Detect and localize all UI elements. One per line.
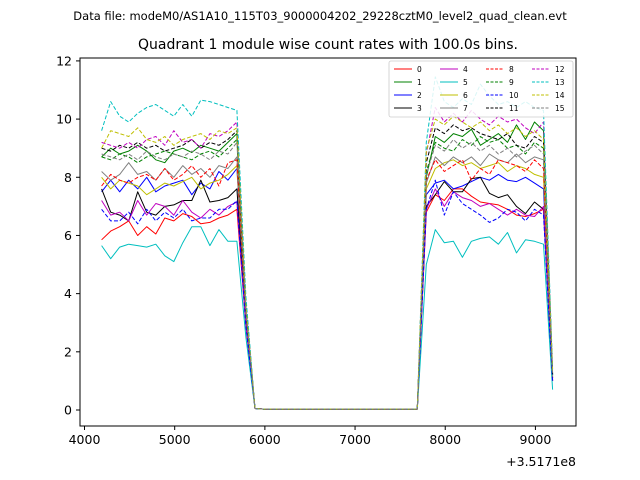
legend-label-8: 8 xyxy=(509,65,514,74)
legend-label-15: 15 xyxy=(555,104,565,113)
x-tick-label: 8000 xyxy=(429,432,461,447)
y-axis-ticks: 0 2 4 6 8 10 12 xyxy=(56,53,80,418)
series-line-0 xyxy=(101,188,554,410)
legend-label-4: 4 xyxy=(463,65,468,74)
data-file-suptitle: Data file: modeM0/AS1A10_115T03_90000042… xyxy=(73,9,567,23)
series-line-9 xyxy=(101,136,554,410)
x-tick-label: 4000 xyxy=(69,432,101,447)
y-tick-label: 0 xyxy=(64,403,72,418)
y-tick-label: 4 xyxy=(64,286,72,301)
y-tick-label: 8 xyxy=(64,170,72,185)
series-line-3 xyxy=(101,176,554,410)
y-tick-label: 12 xyxy=(56,53,72,68)
legend-label-10: 10 xyxy=(509,91,519,100)
legend-label-7: 7 xyxy=(463,104,468,113)
series-line-6 xyxy=(101,159,554,410)
plot-frame xyxy=(79,57,577,427)
legend-label-12: 12 xyxy=(555,65,565,74)
y-tick-label: 10 xyxy=(56,112,72,127)
series-layer xyxy=(101,76,554,410)
y-tick-label: 6 xyxy=(64,228,72,243)
legend-label-13: 13 xyxy=(555,78,565,87)
x-tick-label: 9000 xyxy=(520,432,552,447)
legend-label-1: 1 xyxy=(417,78,422,87)
series-line-13 xyxy=(101,76,554,410)
series-line-5 xyxy=(101,226,554,410)
legend-label-14: 14 xyxy=(555,91,565,100)
legend-label-5: 5 xyxy=(463,78,468,87)
series-line-8 xyxy=(101,159,554,410)
legend-label-6: 6 xyxy=(463,91,468,100)
x-tick-label: 5000 xyxy=(159,432,191,447)
series-line-10 xyxy=(101,179,554,410)
series-line-1 xyxy=(101,121,554,410)
x-tick-label: 7000 xyxy=(339,432,371,447)
legend-label-3: 3 xyxy=(417,104,422,113)
legend-label-11: 11 xyxy=(509,104,519,113)
legend-label-0: 0 xyxy=(417,65,422,74)
x-axis-ticks: 4000 5000 6000 7000 8000 9000 xyxy=(69,426,552,447)
series-line-7 xyxy=(101,153,554,410)
legend-box xyxy=(388,60,574,118)
x-tick-label: 6000 xyxy=(249,432,281,447)
series-line-4 xyxy=(101,188,554,410)
chart-title: Quadrant 1 module wise count rates with … xyxy=(138,37,518,53)
legend-label-2: 2 xyxy=(417,91,422,100)
legend-label-9: 9 xyxy=(509,78,514,87)
y-tick-label: 2 xyxy=(64,344,72,359)
x-axis-offset-label: +3.5171e8 xyxy=(506,454,576,469)
series-line-15 xyxy=(101,139,554,410)
